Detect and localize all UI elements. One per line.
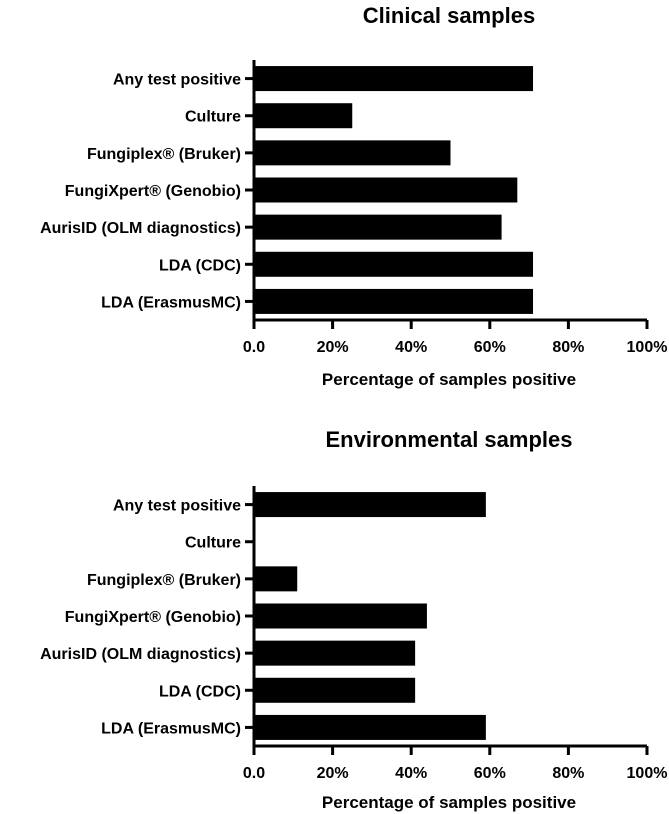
chart-title: Environmental samples: [326, 427, 573, 452]
bar-fungiplex-bruker: [254, 566, 298, 592]
category-label-fungiplex-bruker: Fungiplex® (Bruker): [87, 572, 241, 589]
category-label-any-test-positive: Any test positive: [113, 72, 241, 89]
bars-group: [254, 492, 486, 740]
category-label-aurisid-olm-diagnostics: AurisID (OLM diagnostics): [40, 220, 241, 237]
environmental-samples-chart: Environmental samples Any test positive C…: [40, 427, 667, 812]
bar-any-test-positive: [254, 492, 486, 518]
bar-lda-cdc: [254, 251, 534, 277]
x-tick-label: 40%: [395, 765, 427, 782]
x-axis-title: Percentage of samples positive: [322, 793, 576, 812]
bars-group: [254, 66, 534, 314]
bar-aurisid-olm-diagnostics: [254, 640, 416, 666]
x-tick-label: 20%: [317, 339, 349, 356]
bar-aurisid-olm-diagnostics: [254, 214, 502, 240]
x-tick-label: 60%: [474, 339, 506, 356]
x-axis-title: Percentage of samples positive: [322, 370, 576, 389]
category-label-lda-erasmusmc: LDA (ErasmusMC): [101, 720, 241, 737]
category-label-any-test-positive: Any test positive: [113, 498, 241, 515]
chart-title: Clinical samples: [363, 3, 535, 28]
x-tick-label: 60%: [474, 765, 506, 782]
x-tick-label: 80%: [552, 339, 584, 356]
bar-lda-erasmusmc: [254, 288, 534, 314]
category-label-lda-cdc: LDA (CDC): [159, 257, 241, 274]
bar-fungiplex-bruker: [254, 140, 451, 166]
clinical-samples-chart: Clinical samples Any test positive Cultur…: [40, 3, 667, 389]
bar-fungixpert-genobio: [254, 603, 427, 629]
x-tick-label: 0.0: [243, 339, 265, 356]
x-tick-label: 20%: [317, 765, 349, 782]
category-labels: Any test positive Culture Fungiplex® (Bruk…: [40, 72, 254, 311]
x-axis-ticks: 0.0 20% 40% 60% 80% 100%: [243, 746, 668, 782]
bar-fungixpert-genobio: [254, 177, 518, 203]
x-axis-ticks: 0.0 20% 40% 60% 80% 100%: [243, 320, 668, 356]
category-label-fungixpert-genobio: FungiXpert® (Genobio): [65, 609, 241, 626]
category-label-fungiplex-bruker: Fungiplex® (Bruker): [87, 146, 241, 163]
category-label-culture: Culture: [185, 109, 241, 126]
x-tick-label: 100%: [627, 765, 668, 782]
x-tick-label: 100%: [627, 339, 668, 356]
x-tick-label: 40%: [395, 339, 427, 356]
bar-culture: [254, 103, 353, 129]
category-label-culture: Culture: [185, 535, 241, 552]
category-label-lda-erasmusmc: LDA (ErasmusMC): [101, 294, 241, 311]
category-label-lda-cdc: LDA (CDC): [159, 683, 241, 700]
x-tick-label: 0.0: [243, 765, 265, 782]
bar-any-test-positive: [254, 66, 534, 92]
category-label-fungixpert-genobio: FungiXpert® (Genobio): [65, 183, 241, 200]
bar-lda-cdc: [254, 677, 416, 703]
category-labels: Any test positive Culture Fungiplex® (Bruk…: [40, 498, 254, 737]
bar-lda-erasmusmc: [254, 714, 486, 740]
x-tick-label: 80%: [552, 765, 584, 782]
category-label-aurisid-olm-diagnostics: AurisID (OLM diagnostics): [40, 646, 241, 663]
